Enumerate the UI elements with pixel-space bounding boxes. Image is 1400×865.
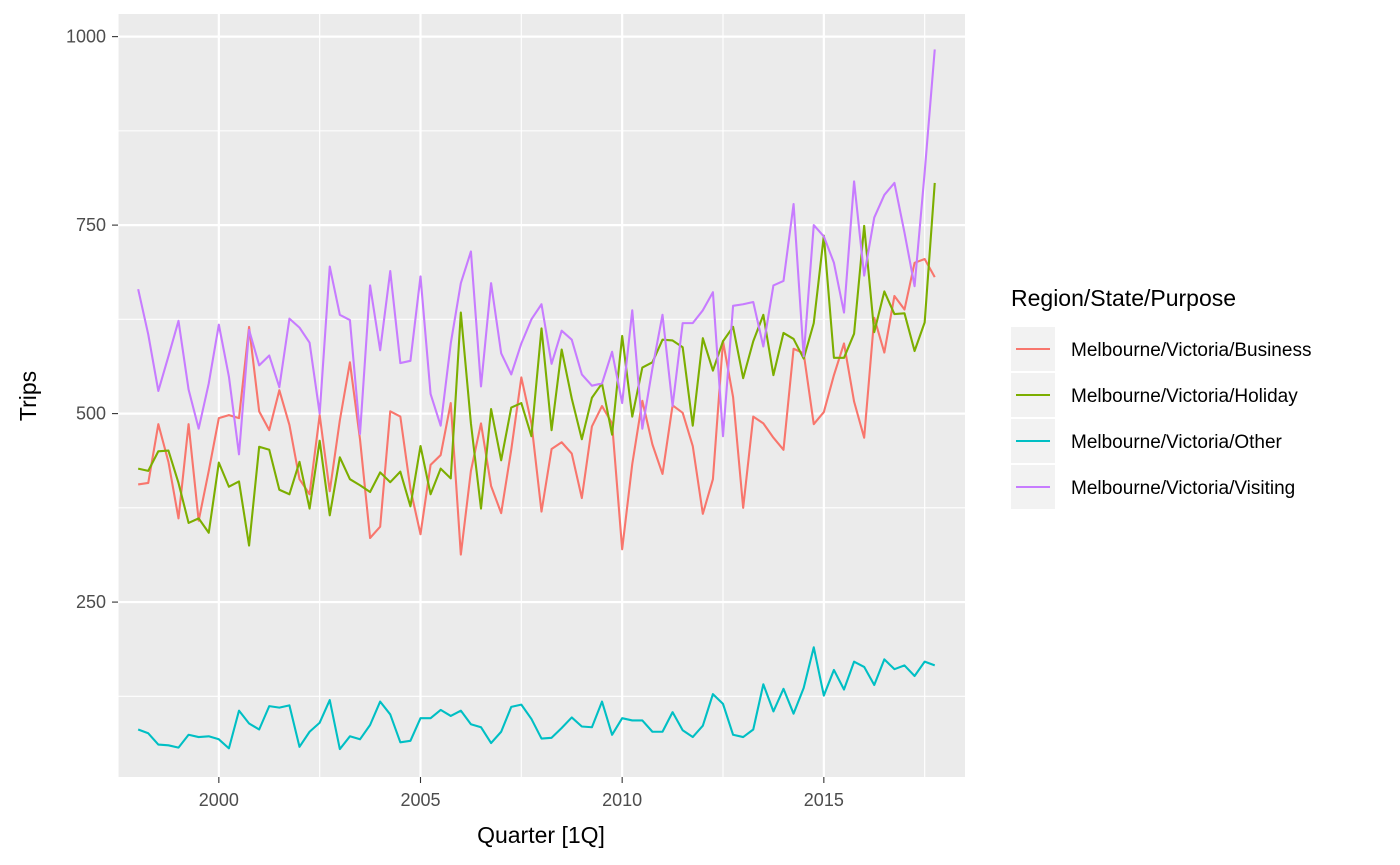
major-gridlines bbox=[118, 14, 965, 777]
series-lines bbox=[137, 49, 936, 751]
series-line-holiday bbox=[137, 182, 936, 547]
legend-label-holiday: Melbourne/Victoria/Holiday bbox=[1071, 386, 1298, 407]
legend-items: Melbourne/Victoria/Business Melbourne/Vic… bbox=[1011, 327, 1311, 509]
y-tick-label: 500 bbox=[76, 404, 106, 424]
x-tick-label: 2005 bbox=[400, 790, 440, 810]
legend-label-other: Melbourne/Victoria/Other bbox=[1071, 432, 1283, 453]
y-axis: 250 500 750 1000 bbox=[66, 27, 118, 612]
y-axis-title: Trips bbox=[15, 371, 41, 421]
x-tick-label: 2010 bbox=[602, 790, 642, 810]
y-tick-label: 750 bbox=[76, 215, 106, 235]
x-axis-title: Quarter [1Q] bbox=[477, 822, 605, 848]
y-tick-label: 250 bbox=[76, 592, 106, 612]
x-axis: 2000 2005 2010 2015 bbox=[199, 777, 844, 810]
series-line-visiting bbox=[137, 49, 936, 456]
series-line-other bbox=[137, 646, 936, 751]
x-tick-label: 2015 bbox=[804, 790, 844, 810]
legend-title: Region/State/Purpose bbox=[1011, 285, 1236, 311]
legend-label-visiting: Melbourne/Victoria/Visiting bbox=[1071, 478, 1295, 499]
plot-panel bbox=[118, 14, 965, 777]
series-line-business bbox=[138, 257, 936, 556]
legend-label-business: Melbourne/Victoria/Business bbox=[1071, 340, 1311, 361]
x-tick-label: 2000 bbox=[199, 790, 239, 810]
legend: Region/State/Purpose Melbourne/Victoria/… bbox=[1011, 285, 1311, 509]
y-tick-label: 1000 bbox=[66, 27, 106, 47]
